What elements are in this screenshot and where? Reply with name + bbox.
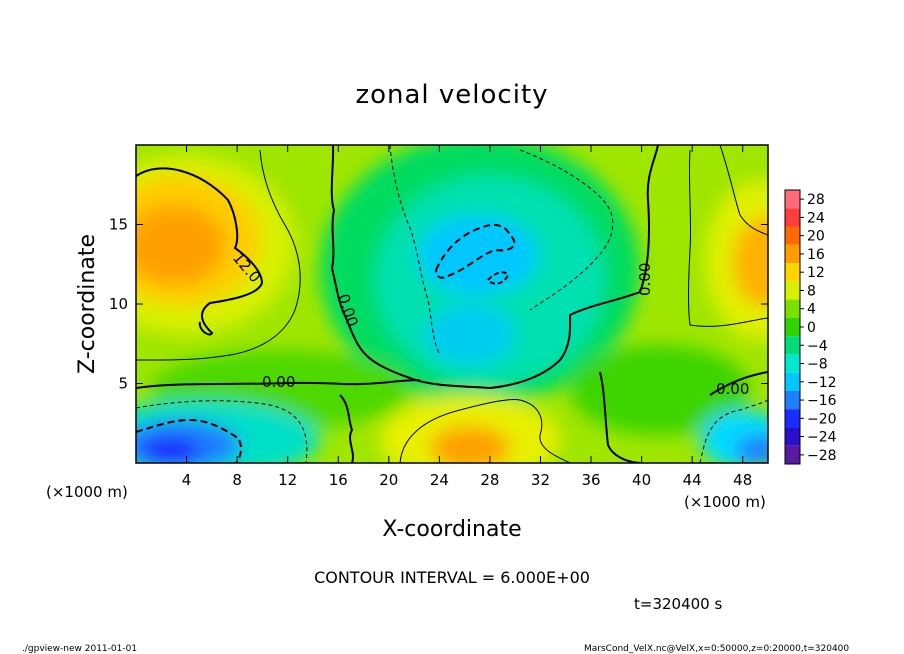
colorbar-cell <box>785 409 800 428</box>
x-tick-label: 36 <box>581 471 600 489</box>
colorbar-label: −8 <box>807 357 828 373</box>
colorbar-cell <box>785 299 800 318</box>
x-tick-label: 44 <box>683 471 702 489</box>
colorbar-cell <box>785 208 800 227</box>
y-axis-label: Z-coordinate <box>75 234 100 374</box>
colorbar-label: −4 <box>807 338 828 354</box>
colorbar-cell <box>785 372 800 391</box>
colorbar-label: 12 <box>807 265 825 281</box>
x-tick-label: 24 <box>430 471 449 489</box>
x-tick-label: 8 <box>232 471 242 489</box>
colorbar-label: −16 <box>807 393 837 409</box>
x-tick-label: 40 <box>632 471 651 489</box>
contour-label-0-right: 0.00 <box>636 263 654 296</box>
y-tick-label: 10 <box>109 295 128 313</box>
x-tick-label: 32 <box>531 471 550 489</box>
time-text: t=320400 s <box>634 595 722 613</box>
colorbar-label: 24 <box>807 210 825 226</box>
colorbar-cell <box>785 427 800 446</box>
contour-label-0-left: 0.00 <box>262 373 295 391</box>
colorbar-label: −12 <box>807 375 837 391</box>
x-tick-label: 20 <box>379 471 398 489</box>
colorbar-label: 4 <box>807 302 816 318</box>
footer-left: ./gpview-new 2011-01-01 <box>22 644 137 654</box>
y-tick-label: 5 <box>118 375 128 393</box>
colorbar-label: 20 <box>807 229 825 245</box>
colorbar-label: 0 <box>807 320 816 336</box>
colorbar-label: −20 <box>807 411 837 427</box>
colorbar: 28 24 20 16 12 8 4 0 −4 −8 −12 −16 −20 −24 −28 <box>784 189 837 465</box>
x-axis-unit-note-right: (×1000 m) <box>684 493 766 511</box>
footer-right: MarsCond_VelX.nc@VelX,x=0:50000,z=0:2000… <box>584 644 849 654</box>
y-tick-label: 15 <box>109 216 128 234</box>
colorbar-label: 16 <box>807 247 825 263</box>
x-tick-label: 28 <box>480 471 499 489</box>
x-tick-label: 12 <box>278 471 297 489</box>
colorbar-cell <box>785 336 800 355</box>
colorbar-cell <box>785 445 800 464</box>
contour-label-0-lowright: 0.00 <box>716 380 749 398</box>
x-axis-unit-note: (×1000 m) <box>46 483 128 501</box>
colorbar-label: 8 <box>807 283 816 299</box>
colorbar-cell <box>785 263 800 282</box>
colorbar-cell <box>785 317 800 337</box>
colorbar-cell <box>785 226 800 245</box>
colorbar-cell <box>785 390 800 410</box>
heatmap-field: 12.0 0.00 0.00 0.00 0.00 <box>136 145 768 463</box>
colorbar-cell <box>785 354 800 373</box>
x-tick-label: 48 <box>733 471 752 489</box>
colorbar-cell <box>785 190 800 209</box>
x-tick-label: 4 <box>182 471 192 489</box>
colorbar-label: 28 <box>807 192 825 208</box>
x-axis-label: X-coordinate <box>382 517 521 542</box>
contour-interval-text: CONTOUR INTERVAL = 6.000E+00 <box>314 568 590 587</box>
colorbar-label: −24 <box>807 430 837 446</box>
colorbar-cell <box>785 244 800 264</box>
colorbar-cell <box>785 281 800 300</box>
chart-title: zonal velocity <box>355 80 548 110</box>
colorbar-label: −28 <box>807 448 837 464</box>
x-tick-label: 16 <box>329 471 348 489</box>
